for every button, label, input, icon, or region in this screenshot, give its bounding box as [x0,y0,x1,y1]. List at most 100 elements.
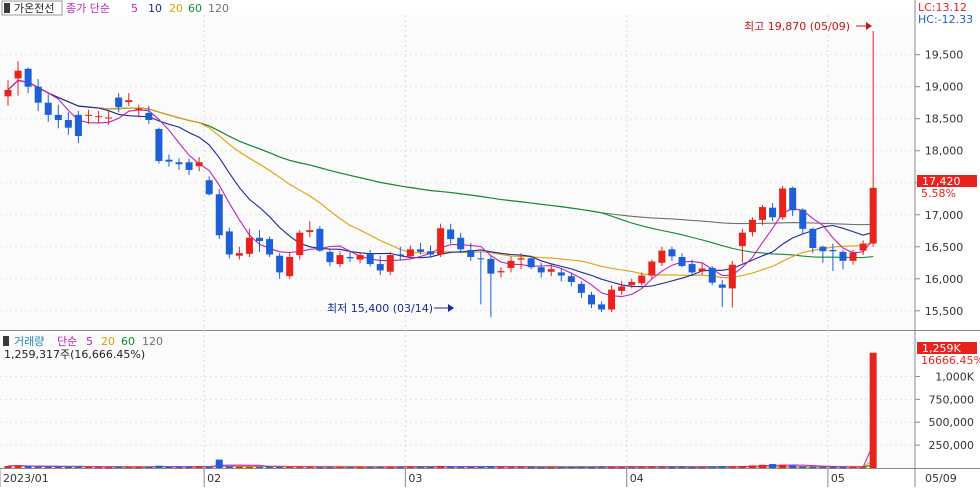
candle-body [678,257,686,266]
volume-tick-label: 1,000K [935,370,974,383]
volume-bar [165,466,173,468]
candle-body [628,281,636,286]
volume-bar [416,466,424,468]
volume-bar [598,466,606,468]
vol-ma60-label: 60 [121,335,135,348]
volume-bar [34,466,42,468]
volume-bar [849,466,857,468]
volume-ratio: 16666.45% [921,354,980,367]
current-price: 17,420 [922,175,961,188]
volume-bar [517,467,525,469]
volume-bar [577,466,585,468]
current-volume: 1,259K [922,342,961,355]
volume-bar [427,467,435,469]
volume-bar [497,467,505,469]
volume-bar [457,467,465,469]
candle-body [175,162,183,165]
candle-body [125,100,133,103]
volume-bar [135,467,143,469]
volume-bar [678,467,686,469]
volume-title: 거래량 [14,335,44,348]
candle-body [809,228,817,249]
volume-panel-handle-icon[interactable] [3,336,9,346]
volume-bar [859,467,867,469]
candle-body [477,258,485,260]
volume-bar [829,467,837,469]
volume-bar [447,466,455,468]
candle-body [155,128,163,161]
candle-body [708,267,716,283]
price-tick-label: 15,500 [925,305,964,318]
candle-body [14,70,22,79]
vol-ma20-label: 20 [101,335,115,348]
volume-bar [125,467,133,469]
volume-bar [487,466,495,468]
volume-bar [618,467,626,469]
candle-body [266,239,274,255]
candle-body [497,271,505,273]
volume-bar [537,467,545,469]
volume-bar [527,467,535,469]
volume-bar [376,466,384,468]
volume-bar [688,467,696,469]
ma120-label: 120 [208,2,229,15]
candle-body [416,249,424,252]
volume-bar [819,466,827,468]
candle-body [849,252,857,261]
volume-bar [346,466,354,468]
volume-axis: 1,000K 750,000 500,000 250,000 [915,370,975,452]
candle-body [376,264,384,271]
candle-body [487,258,495,274]
ma5-label: 5 [131,2,138,15]
volume-bar [195,466,203,468]
volume-bar [567,467,575,469]
volume-bar [115,466,123,468]
candle-body [638,275,646,284]
volume-bar [14,465,22,468]
candle-body [54,114,62,120]
volume-bar [155,465,163,468]
volume-bar [648,466,656,468]
candle-body [135,108,143,110]
volume-bar [748,465,756,468]
candle-body [789,187,797,211]
volume-panel [0,334,915,469]
date-tick-label: 05 [831,472,845,485]
candlestick-series [4,31,877,318]
volume-bar [235,466,243,468]
candle-body [4,89,12,97]
candle-body [84,114,92,116]
hc-value: HC:-12.33 [918,13,973,26]
candle-body [145,112,153,120]
candle-body [447,229,455,240]
candle-body [738,232,746,247]
candle-body [467,249,475,258]
candle-body [346,257,354,259]
date-tick-label: 04 [630,472,644,485]
high-arrow-icon [866,22,872,30]
candle-body [567,276,575,282]
panel-handle-icon[interactable] [4,3,10,13]
volume-bar [507,467,515,469]
ma10-label: 10 [148,2,162,15]
volume-bar [809,466,817,468]
low-arrow-icon [448,304,454,312]
stock-name-box[interactable] [1,0,63,16]
candle-body [95,116,103,118]
candle-body [728,264,736,289]
candle-body [779,188,787,218]
candle-body [225,231,233,255]
vol-ma120-label: 120 [142,335,163,348]
candle-body [718,284,726,288]
volume-bar [185,466,193,468]
candle-body [185,162,193,170]
candle-body [608,289,616,310]
candle-body [618,286,626,291]
candle-body [44,102,52,115]
candle-body [245,237,253,254]
candle-body [165,159,173,162]
price-tick-label: 16,000 [925,273,964,286]
volume-bar [64,466,72,468]
volume-bar [326,467,334,469]
